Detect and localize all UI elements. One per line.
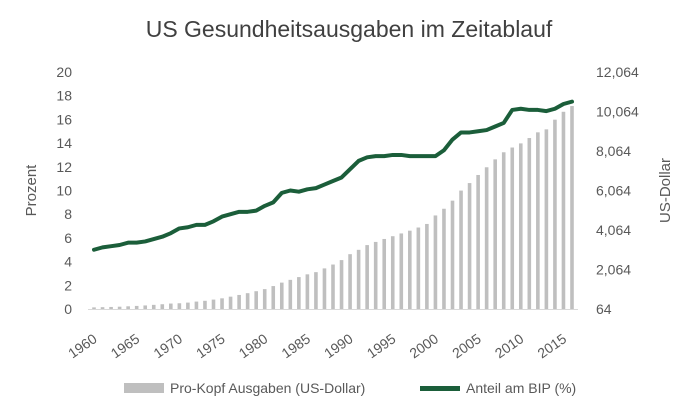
bar	[109, 307, 113, 309]
bar	[254, 291, 258, 309]
bar	[340, 260, 344, 309]
y-right-tick-label: 2,064	[596, 262, 631, 278]
bar	[263, 289, 267, 309]
bar	[451, 201, 455, 309]
x-tick-label: 2015	[534, 330, 569, 361]
bar	[408, 231, 412, 309]
bar	[459, 191, 463, 309]
x-tick-label: 2005	[449, 330, 484, 361]
bar	[442, 209, 446, 309]
x-tick-label: 1990	[321, 330, 356, 361]
x-tick-label: 1980	[236, 330, 271, 361]
legend-swatch-line	[420, 386, 460, 391]
legend-item-bars: Pro-Kopf Ausgaben (US-Dollar)	[124, 380, 365, 396]
y-left-tick-label: 20	[56, 64, 72, 80]
y-right-tick-label: 4,064	[596, 222, 631, 238]
bar	[493, 159, 497, 309]
y-left-tick-label: 14	[56, 135, 72, 151]
bar	[135, 306, 139, 309]
bar	[528, 138, 532, 309]
legend-item-line: Anteil am BIP (%)	[420, 380, 576, 396]
x-tick-label: 1975	[193, 330, 228, 361]
y-right-tick-label: 64	[596, 301, 612, 317]
bar	[417, 228, 421, 309]
bar	[203, 301, 207, 309]
bar	[297, 277, 301, 309]
bar	[246, 293, 250, 309]
bar	[536, 132, 540, 309]
y-right-tick-label: 8,064	[596, 143, 631, 159]
bar	[314, 272, 318, 309]
bar	[323, 268, 327, 309]
y-right-axis-title: US-Dollar	[657, 158, 674, 223]
y-right-tick-label: 12,064	[596, 64, 639, 80]
bar	[562, 112, 566, 309]
bar	[485, 167, 489, 309]
bar	[357, 250, 361, 309]
y-left-tick-label: 10	[56, 183, 72, 199]
y-left-tick-label: 6	[64, 230, 72, 246]
bar	[382, 239, 386, 309]
bar	[143, 305, 147, 309]
bar	[126, 306, 130, 309]
bar	[570, 106, 574, 309]
bar	[545, 129, 549, 309]
line-series-bip	[94, 102, 572, 250]
chart-plot: 0 2 4 6 8 10 12 14 16 18 20 64 2,064 4,064 6,064 8,064 1…	[0, 0, 698, 418]
bar	[101, 307, 105, 309]
bar	[476, 175, 480, 309]
bar	[331, 265, 335, 309]
bar	[271, 286, 275, 309]
y-left-tick-label: 4	[64, 254, 72, 270]
y-left-tick-label: 0	[64, 301, 72, 317]
y-left-tick-label: 8	[64, 206, 72, 222]
bar	[391, 236, 395, 309]
legend-label-line: Anteil am BIP (%)	[466, 380, 576, 396]
x-tick-label: 1960	[65, 330, 100, 361]
bar	[92, 307, 96, 309]
bar	[160, 304, 164, 309]
x-tick-label: 1995	[364, 330, 399, 361]
bar	[289, 280, 293, 309]
y-left-tick-label: 18	[56, 88, 72, 104]
y-left-tick-label: 2	[64, 277, 72, 293]
x-tick-label: 1970	[150, 330, 185, 361]
bar	[229, 297, 233, 309]
bar	[212, 300, 216, 309]
x-tick-label: 1985	[278, 330, 313, 361]
bar	[152, 305, 156, 309]
legend-swatch-bars	[124, 383, 164, 393]
bar	[425, 224, 429, 309]
x-tick-label: 1965	[108, 330, 143, 361]
bar	[510, 148, 514, 309]
y-right-tick-label: 6,064	[596, 183, 631, 199]
bar	[434, 215, 438, 309]
bar	[502, 152, 506, 309]
legend-label-bars: Pro-Kopf Ausgaben (US-Dollar)	[170, 380, 365, 396]
y-left-tick-label: 16	[56, 111, 72, 127]
bar	[195, 302, 199, 309]
chart-legend: Pro-Kopf Ausgaben (US-Dollar) Anteil am …	[0, 380, 698, 400]
bar	[348, 254, 352, 309]
bar	[519, 143, 523, 309]
bar	[169, 304, 173, 309]
y-left-axis-title: Prozent	[23, 164, 40, 217]
bar	[220, 298, 224, 309]
bar	[468, 183, 472, 309]
y-right-tick-label: 10,064	[596, 104, 639, 120]
bar	[374, 242, 378, 309]
bar	[186, 303, 190, 309]
bar	[178, 303, 182, 309]
bar	[399, 233, 403, 309]
bar	[237, 295, 241, 309]
bar	[280, 283, 284, 309]
bar	[365, 245, 369, 309]
bar	[306, 274, 310, 309]
x-tick-label: 2010	[492, 330, 527, 361]
y-left-tick-label: 12	[56, 159, 72, 175]
bar	[553, 120, 557, 309]
bar	[118, 307, 122, 309]
x-tick-label: 2000	[406, 330, 441, 361]
